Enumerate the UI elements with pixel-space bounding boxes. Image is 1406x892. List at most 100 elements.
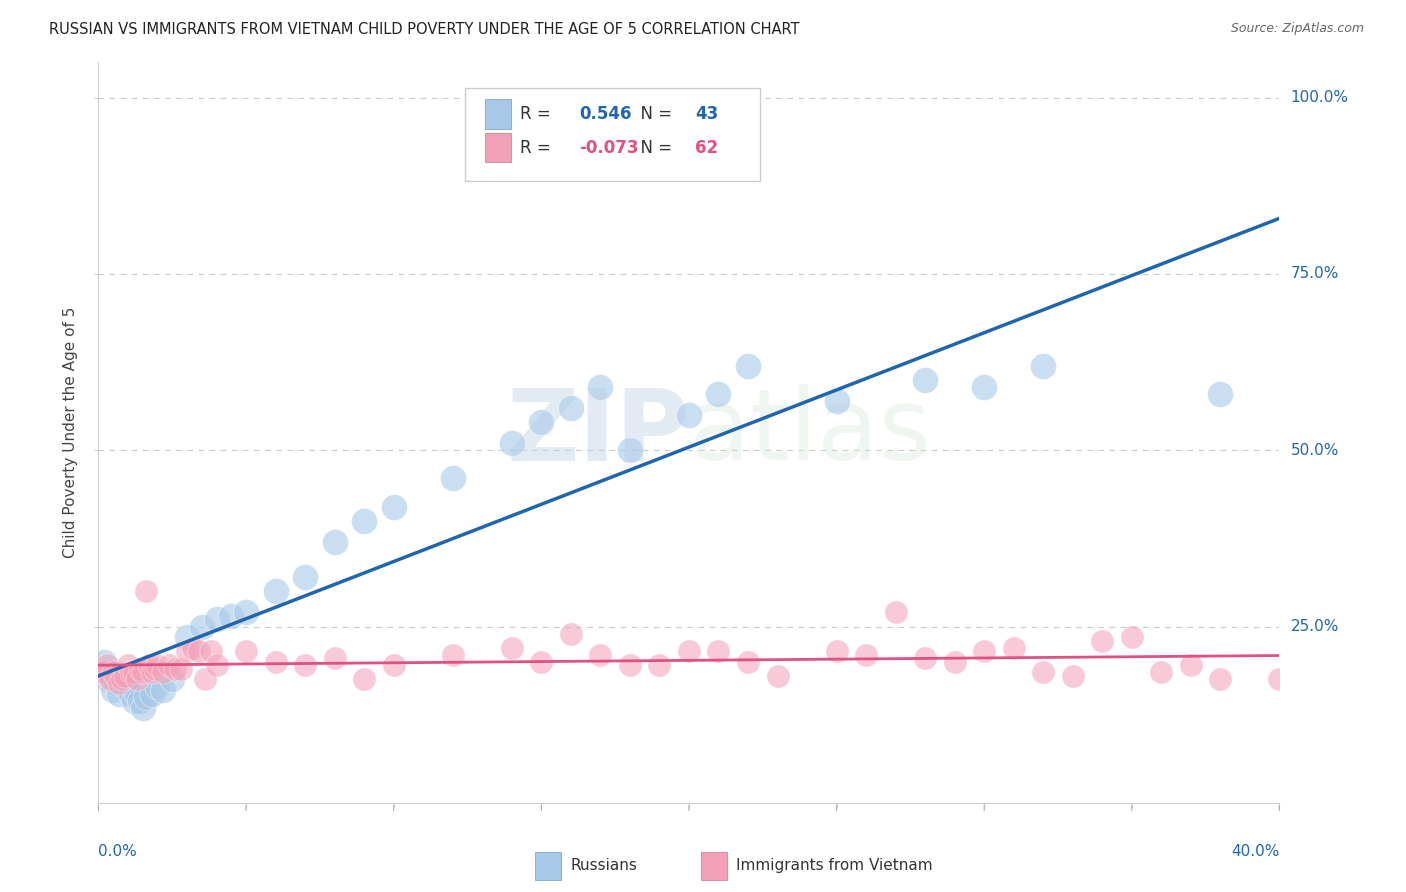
Point xyxy=(707,644,730,658)
Point xyxy=(855,648,877,662)
Point xyxy=(152,665,174,680)
Point xyxy=(294,658,316,673)
Point xyxy=(146,658,169,673)
Point xyxy=(382,658,405,673)
Point xyxy=(191,619,214,633)
Point xyxy=(678,644,700,658)
Point xyxy=(294,570,316,584)
Point xyxy=(1180,658,1202,673)
Point xyxy=(1002,640,1025,655)
Point xyxy=(138,658,160,673)
Point xyxy=(1032,359,1054,373)
Point xyxy=(205,658,228,673)
Text: 40.0%: 40.0% xyxy=(1232,844,1279,858)
Point xyxy=(530,415,553,429)
Point xyxy=(105,676,128,690)
FancyBboxPatch shape xyxy=(464,88,759,181)
Point xyxy=(187,644,209,658)
Point xyxy=(194,673,217,687)
Point xyxy=(120,665,142,680)
Point xyxy=(122,665,145,680)
Point xyxy=(128,662,150,676)
Point xyxy=(737,359,759,373)
Point xyxy=(108,676,131,690)
Point xyxy=(162,673,183,687)
Point xyxy=(560,401,582,415)
Text: 25.0%: 25.0% xyxy=(1291,619,1339,634)
Point xyxy=(132,700,155,714)
Point xyxy=(146,680,169,694)
Point xyxy=(264,584,287,599)
Point xyxy=(973,644,995,658)
Point xyxy=(98,673,121,687)
Point xyxy=(111,673,134,687)
Bar xyxy=(485,133,510,162)
Point xyxy=(707,387,730,401)
Point xyxy=(117,673,139,687)
Point xyxy=(1209,387,1232,401)
Point xyxy=(1091,633,1114,648)
Point xyxy=(530,655,553,669)
Point xyxy=(96,673,118,687)
Point xyxy=(98,665,121,680)
Point xyxy=(619,658,641,673)
Point xyxy=(141,665,163,680)
Point xyxy=(1209,673,1232,687)
Text: 75.0%: 75.0% xyxy=(1291,267,1339,282)
Point xyxy=(1121,630,1143,644)
Point xyxy=(117,658,139,673)
Text: N =: N = xyxy=(630,105,678,123)
Point xyxy=(825,393,848,408)
Point xyxy=(120,686,142,700)
Point xyxy=(93,655,115,669)
Point xyxy=(93,665,115,680)
Text: atlas: atlas xyxy=(689,384,931,481)
Point xyxy=(648,658,671,673)
Point xyxy=(181,640,204,655)
Point xyxy=(122,693,145,707)
Point xyxy=(1062,669,1084,683)
Point xyxy=(501,436,523,450)
Point xyxy=(323,651,346,665)
Point xyxy=(141,686,163,700)
Point xyxy=(382,500,405,514)
Point xyxy=(441,471,464,485)
Point xyxy=(125,686,148,700)
Point xyxy=(176,644,198,658)
Point xyxy=(103,665,125,680)
Point xyxy=(560,626,582,640)
Point xyxy=(323,535,346,549)
Point xyxy=(114,669,136,683)
Point xyxy=(135,584,157,599)
Bar xyxy=(485,99,510,129)
Text: 100.0%: 100.0% xyxy=(1291,90,1348,105)
Point xyxy=(589,380,612,394)
Point xyxy=(128,693,150,707)
Point xyxy=(353,514,375,528)
Point xyxy=(1032,665,1054,680)
Point xyxy=(264,655,287,669)
Point xyxy=(737,655,759,669)
Text: Source: ZipAtlas.com: Source: ZipAtlas.com xyxy=(1230,22,1364,36)
Text: ZIP: ZIP xyxy=(506,384,689,481)
Point xyxy=(103,683,125,698)
Point xyxy=(619,443,641,458)
Text: Russians: Russians xyxy=(571,858,638,873)
Point xyxy=(501,640,523,655)
Text: 0.546: 0.546 xyxy=(579,105,631,123)
Point xyxy=(825,644,848,658)
Text: R =: R = xyxy=(520,138,555,157)
Text: R =: R = xyxy=(520,105,555,123)
Point xyxy=(176,630,198,644)
Text: 43: 43 xyxy=(695,105,718,123)
Point xyxy=(914,651,936,665)
Point xyxy=(90,665,112,680)
Point xyxy=(205,612,228,626)
Point xyxy=(105,669,128,683)
Point xyxy=(135,690,157,704)
Point xyxy=(589,648,612,662)
Point xyxy=(1268,673,1291,687)
Text: N =: N = xyxy=(630,138,678,157)
Point xyxy=(111,669,134,683)
Point xyxy=(235,644,257,658)
